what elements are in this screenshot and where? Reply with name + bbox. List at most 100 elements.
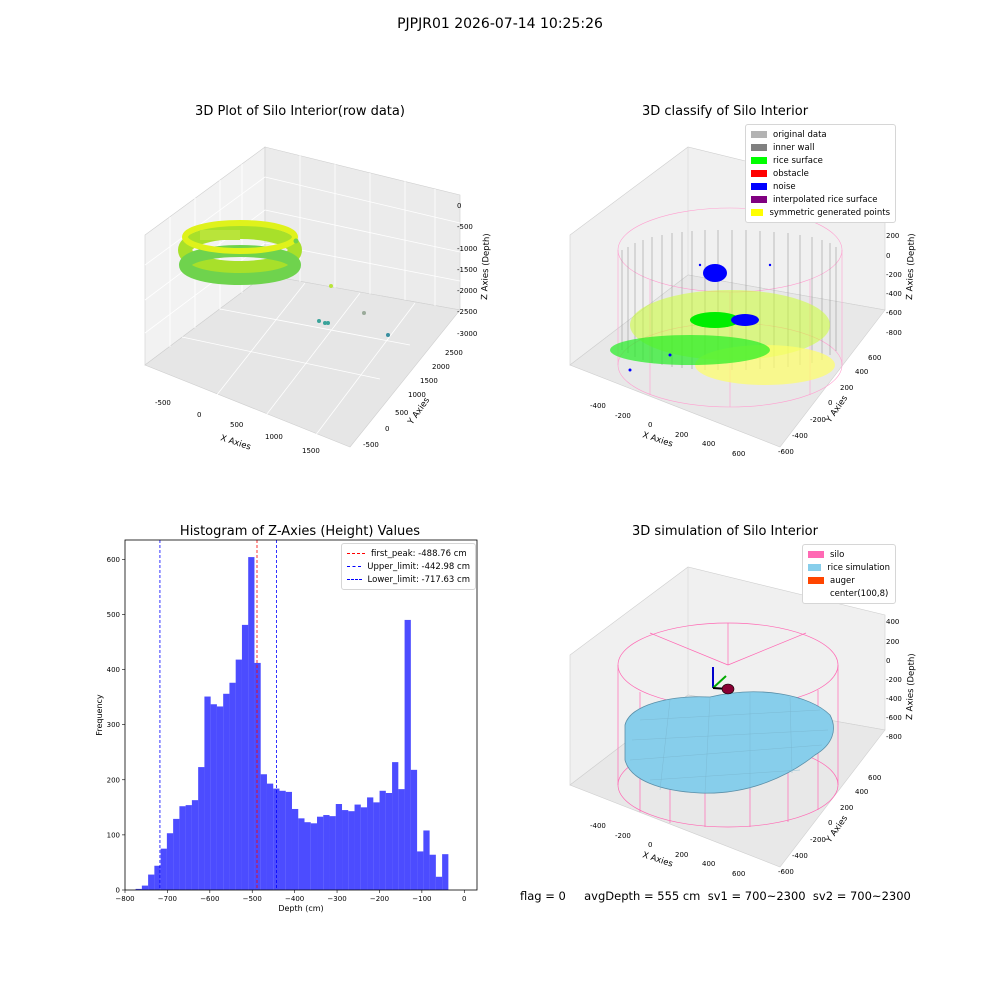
y-tick: -200 [810,836,826,844]
histogram-bar [360,807,368,890]
y-tick: 0 [828,399,832,407]
x-tick: 200 [675,431,688,439]
y-tick: 500 [395,409,408,417]
histogram-bar [298,818,305,890]
histogram-bar [354,804,361,890]
simulation-plot-title: 3D simulation of Silo Interior [632,524,818,539]
z-tick: -1000 [457,245,477,253]
z-tick: -400 [886,695,902,703]
raw-plot-title: 3D Plot of Silo Interior(row data) [195,104,405,119]
legend-label: center(100,8) [830,588,889,599]
x-tick-label: −200 [370,895,389,903]
histogram-bar [367,797,374,890]
z-tick: -2000 [457,287,477,295]
histogram-bar [141,885,149,890]
histogram-bar [210,704,217,890]
x-tick: 0 [197,411,201,419]
legend-label: auger [830,575,855,586]
legend-label: noise [773,181,796,192]
y-tick: -400 [792,852,808,860]
histogram-bar [185,805,192,890]
legend-swatch [751,170,767,177]
histogram-bar [373,802,380,890]
legend-item: noise [751,180,890,193]
classify-3d-plot: -400 -200 0 200 400 600 -600 -400 -200 0… [569,146,917,458]
x-tick: -200 [615,412,631,420]
histogram-bar [385,792,393,890]
legend-label: Upper_limit: -442.98 cm [367,561,470,572]
legend-item: Upper_limit: -442.98 cm [347,560,470,573]
legend-swatch [751,144,767,151]
histogram-bar [273,788,280,890]
x-tick-label: 0 [462,895,466,903]
histogram-bar [417,851,424,890]
histogram-bar [148,874,155,890]
legend-label: first_peak: -488.76 cm [371,548,467,559]
z-tick: 400 [886,618,899,626]
legend-item: inner wall [751,141,890,154]
legend-swatch [808,590,824,597]
z-tick: -400 [886,290,902,298]
y-tick: -500 [363,441,379,449]
x-tick: 200 [675,851,688,859]
histogram-bar [160,848,167,890]
z-tick: -800 [886,329,902,337]
histogram-bar [216,706,224,890]
x-axis-label: Depth (cm) [278,904,323,913]
histogram-bar [135,888,142,890]
histogram-bar [173,818,180,890]
x-axis-label: X Axies [641,850,674,869]
y-tick: -600 [778,448,794,456]
y-tick: 200 [840,804,853,812]
x-tick: -500 [155,399,171,407]
z-tick: -1500 [457,266,477,274]
histogram-bar [379,790,386,890]
x-axis-label: X Axies [641,430,674,449]
histogram-bar [404,619,411,890]
legend-label: silo [830,549,845,560]
x-tick-label: −100 [412,895,431,903]
y-tick: 400 [855,788,868,796]
legend-swatch [751,131,767,138]
histogram-bar [442,854,449,890]
legend-line [347,579,362,580]
y-axis-label: Frequency [95,694,104,736]
y-tick-label: 200 [107,776,120,784]
z-tick: -2500 [457,308,477,316]
histogram-bar [248,557,255,890]
x-tick: 400 [702,860,715,868]
legend-item: interpolated rice surface [751,193,890,206]
histogram-chart: −800 −700 −600 −500 −400 −300 −200 −100 0 0 100 20… [95,539,478,913]
y-tick: -400 [792,432,808,440]
histogram-reference-lines [159,540,277,890]
histogram-bar [279,790,286,890]
z-axis-label: Z Axies (Depth) [480,233,492,300]
histogram-bar [304,822,311,890]
x-tick: 1000 [265,433,283,441]
histogram-bar [329,816,336,890]
z-tick: 0 [886,252,890,260]
x-tick-label: −300 [327,895,346,903]
classify-legend: original data inner wall rice surface ob… [745,124,896,223]
legend-item: first_peak: -488.76 cm [347,547,470,560]
y-tick: 1000 [408,391,426,399]
y-tick: 200 [840,384,853,392]
histogram-bar [392,762,399,890]
z-tick: 0 [457,202,461,210]
z-axis-label: Z Axies (Depth) [905,653,917,720]
x-tick: 0 [648,421,652,429]
histogram-bar [241,624,249,890]
legend-swatch [751,209,764,216]
histogram-bar [254,662,261,890]
y-tick-label: 500 [107,611,120,619]
legend-swatch [808,577,824,584]
histogram-bar [291,808,299,890]
legend-item: rice simulation [808,561,890,574]
y-tick: 0 [385,425,389,433]
legend-swatch [808,551,824,558]
histogram-bar [342,810,349,890]
legend-swatch [751,157,767,164]
histogram-bar [198,767,205,890]
y-tick-label: 600 [107,556,120,564]
raw-3d-plot: -500 0 500 1000 1500 -500 0 500 1000 150… [144,146,492,455]
